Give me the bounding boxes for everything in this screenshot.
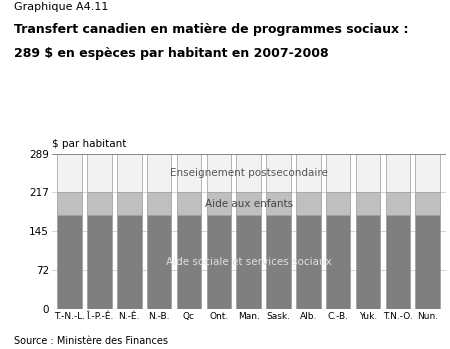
Bar [147,215,171,309]
Bar [266,215,291,309]
Bar [177,192,201,215]
Bar [326,192,351,215]
Bar [87,154,112,192]
Bar [296,215,320,309]
Text: $ par habitant: $ par habitant [52,139,126,149]
Bar [58,192,82,215]
Bar [266,192,291,215]
Bar [356,215,380,309]
Bar [386,192,410,215]
Bar [326,154,351,192]
Text: Aide aux enfants: Aide aux enfants [205,199,292,209]
Bar [207,154,231,192]
Bar [58,215,82,309]
Bar [117,215,142,309]
Text: 289 $ en espèces par habitant en 2007-2008: 289 $ en espèces par habitant en 2007-20… [14,47,328,60]
Text: Aide sociale et services sociaux: Aide sociale et services sociaux [166,257,332,267]
Bar [386,154,410,192]
Bar [177,154,201,192]
Bar [58,154,82,192]
Bar [296,154,320,192]
Bar [117,154,142,192]
Text: Enseignement postsecondaire: Enseignement postsecondaire [170,168,328,178]
Bar [236,215,261,309]
Bar [177,215,201,309]
Bar [326,215,351,309]
Bar [147,192,171,215]
Bar [356,154,380,192]
Bar [356,192,380,215]
Bar [87,215,112,309]
Bar [87,192,112,215]
Bar [415,192,440,215]
Text: Graphique A4.11: Graphique A4.11 [14,2,108,12]
Bar [207,215,231,309]
Bar [415,154,440,192]
Text: Source : Ministère des Finances: Source : Ministère des Finances [14,335,167,346]
Bar [386,215,410,309]
Bar [296,192,320,215]
Bar [266,154,291,192]
Bar [207,192,231,215]
Bar [415,215,440,309]
Bar [117,192,142,215]
Bar [236,192,261,215]
Bar [147,154,171,192]
Text: Transfert canadien en matière de programmes sociaux :: Transfert canadien en matière de program… [14,23,408,36]
Bar [236,154,261,192]
